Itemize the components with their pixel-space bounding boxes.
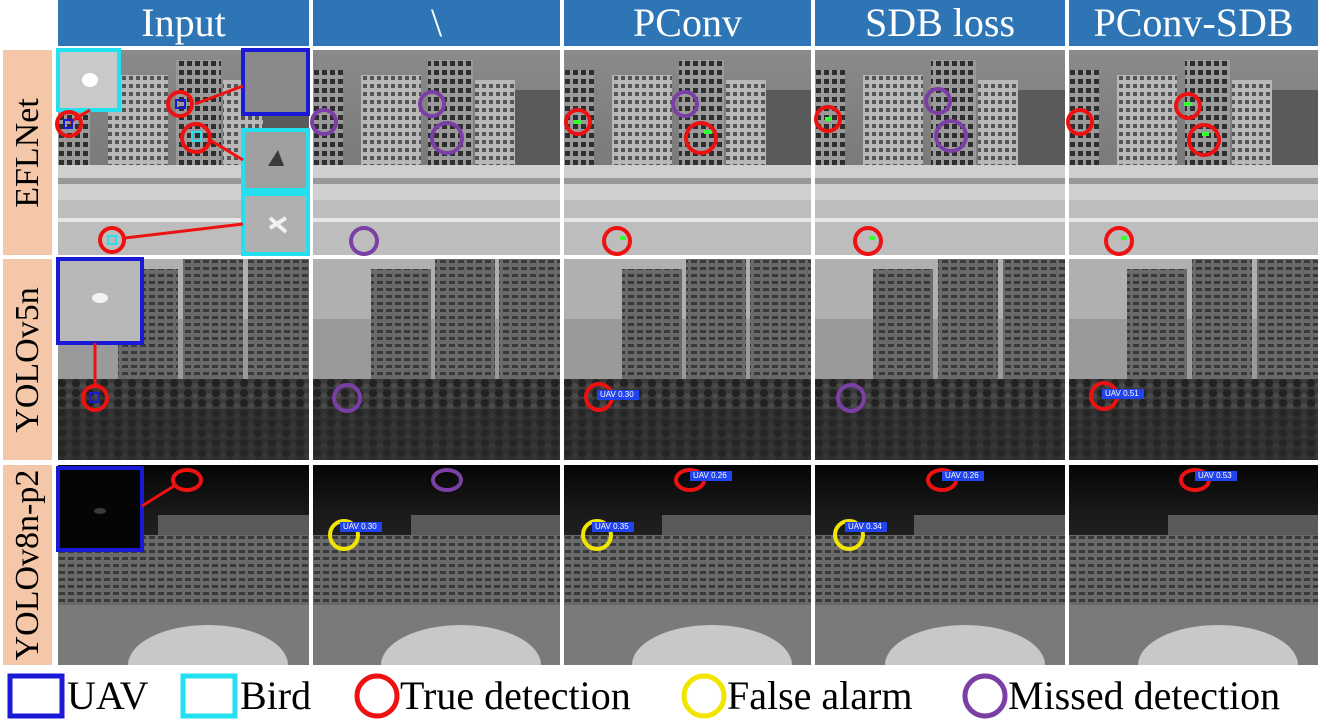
- col-header-pconv: PConv: [564, 0, 811, 46]
- detection-label: UAV 0.34: [848, 522, 882, 531]
- missed-detection-legend-icon: [962, 673, 1008, 719]
- thermal-scene: [313, 465, 560, 665]
- row-header-yolov8n-p2: YOLOv8n-p2: [3, 465, 52, 665]
- detection-label: UAV 0.35: [595, 522, 629, 531]
- row-label-yolov8n-p2: YOLOv8n-p2: [8, 469, 46, 661]
- true-detection-legend-icon: [354, 673, 400, 719]
- row-header-yolov5n: YOLOv5n: [3, 259, 52, 460]
- panel-yolov8-pconv: [564, 465, 811, 665]
- row-label-yolov5n: YOLOv5n: [8, 286, 46, 433]
- thermal-scene: [564, 259, 811, 460]
- col-header-baseline: \: [313, 0, 560, 46]
- panel-yolov8-pconv-sdb: [1069, 465, 1318, 665]
- thermal-scene: [564, 50, 811, 255]
- uav-legend-icon: [7, 673, 65, 719]
- thermal-scene: [58, 50, 309, 255]
- thermal-scene: [1069, 259, 1318, 460]
- col-header-sdb-loss: SDB loss: [815, 0, 1065, 46]
- thermal-scene: [815, 259, 1065, 460]
- thermal-scene: [564, 465, 811, 665]
- panel-yolov8-baseline: [313, 465, 560, 665]
- col-header-pconv-sdb: PConv-SDB: [1069, 0, 1318, 46]
- detection-label: UAV 0.26: [945, 471, 979, 480]
- panel-yolov5n-input: [58, 259, 309, 460]
- detection-label: UAV 0.30: [600, 390, 634, 399]
- legend-label-uav: UAV: [67, 673, 149, 718]
- panel-yolov5n-sdb-loss: [815, 259, 1065, 460]
- panel-eflnet-sdb-loss: [815, 50, 1065, 255]
- panel-yolov5n-pconv-sdb: [1069, 259, 1318, 460]
- detection-label: UAV 0.51: [1105, 389, 1139, 398]
- thermal-scene: [58, 259, 309, 460]
- thermal-scene: [815, 465, 1065, 665]
- panel-eflnet-pconv-sdb: [1069, 50, 1318, 255]
- legend-label-bird: Bird: [240, 673, 312, 718]
- bird-legend-icon: [180, 673, 238, 719]
- legend: [0, 668, 1340, 724]
- panel-eflnet-pconv: [564, 50, 811, 255]
- row-header-eflnet: EFLNet: [3, 50, 52, 255]
- detection-label: UAV 0.53: [1198, 471, 1232, 480]
- thermal-scene: [1069, 50, 1318, 255]
- panel-yolov5n-baseline: [313, 259, 560, 460]
- panel-yolov5n-pconv: [564, 259, 811, 460]
- thermal-scene: [313, 50, 560, 255]
- panel-yolov8-sdb-loss: [815, 465, 1065, 665]
- panel-yolov8-input: [58, 465, 309, 665]
- col-header-input: Input: [58, 0, 309, 46]
- thermal-scene: [313, 259, 560, 460]
- legend-label-missed-detection: Missed detection: [1008, 673, 1281, 718]
- false-alarm-legend-icon: [681, 673, 727, 719]
- detection-label: UAV 0.26: [693, 471, 727, 480]
- panel-eflnet-input: [58, 50, 309, 255]
- legend-label-true-detection: True detection: [400, 673, 631, 718]
- legend-label-false-alarm: False alarm: [727, 673, 913, 718]
- panel-eflnet-baseline: [313, 50, 560, 255]
- detection-label: UAV 0.30: [343, 522, 377, 531]
- row-label-eflnet: EFLNet: [8, 97, 46, 208]
- thermal-scene: [58, 465, 309, 665]
- thermal-scene: [1069, 465, 1318, 665]
- thermal-scene: [815, 50, 1065, 255]
